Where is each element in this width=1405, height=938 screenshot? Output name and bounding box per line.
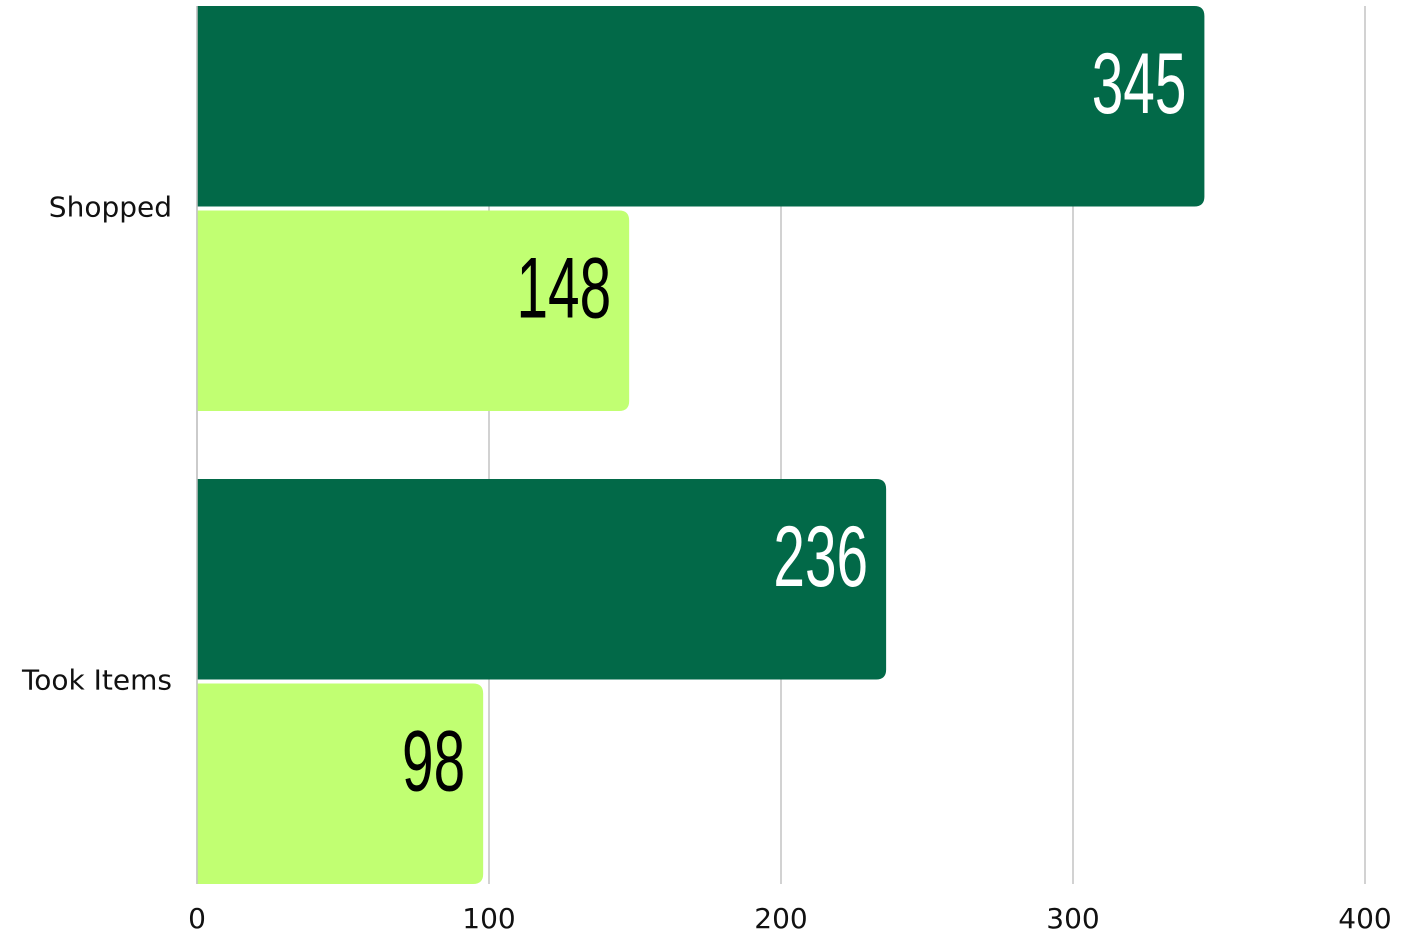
bar — [197, 6, 1205, 207]
value-label: 98 — [402, 714, 465, 810]
category-label: Shopped — [49, 191, 172, 224]
x-tick-label: 100 — [462, 902, 515, 935]
bar — [197, 210, 630, 411]
value-label: 148 — [516, 241, 611, 337]
x-tick-label: 300 — [1046, 902, 1099, 935]
x-tick-label: 200 — [754, 902, 807, 935]
bar — [197, 479, 887, 680]
x-tick-label: 0 — [188, 902, 206, 935]
value-label: 236 — [773, 509, 868, 605]
x-tick-label: 400 — [1338, 902, 1391, 935]
bar — [197, 683, 484, 884]
category-label: Took Items — [21, 664, 172, 697]
value-label: 345 — [1092, 36, 1187, 132]
